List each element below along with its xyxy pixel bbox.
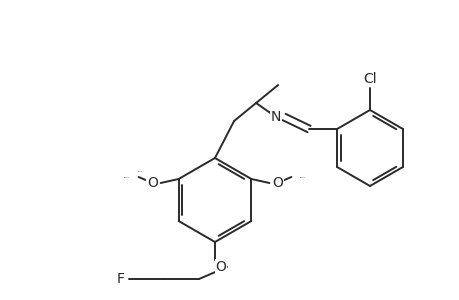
Text: F: F [117, 272, 125, 286]
Text: O: O [147, 176, 158, 190]
Text: methoxy: methoxy [123, 176, 129, 178]
Text: methoxy: methoxy [300, 176, 306, 178]
Text: O: O [215, 260, 226, 274]
Text: methyl: methyl [138, 170, 143, 172]
Text: O: O [271, 176, 282, 190]
Text: N: N [270, 110, 280, 124]
Text: Cl: Cl [363, 72, 376, 86]
